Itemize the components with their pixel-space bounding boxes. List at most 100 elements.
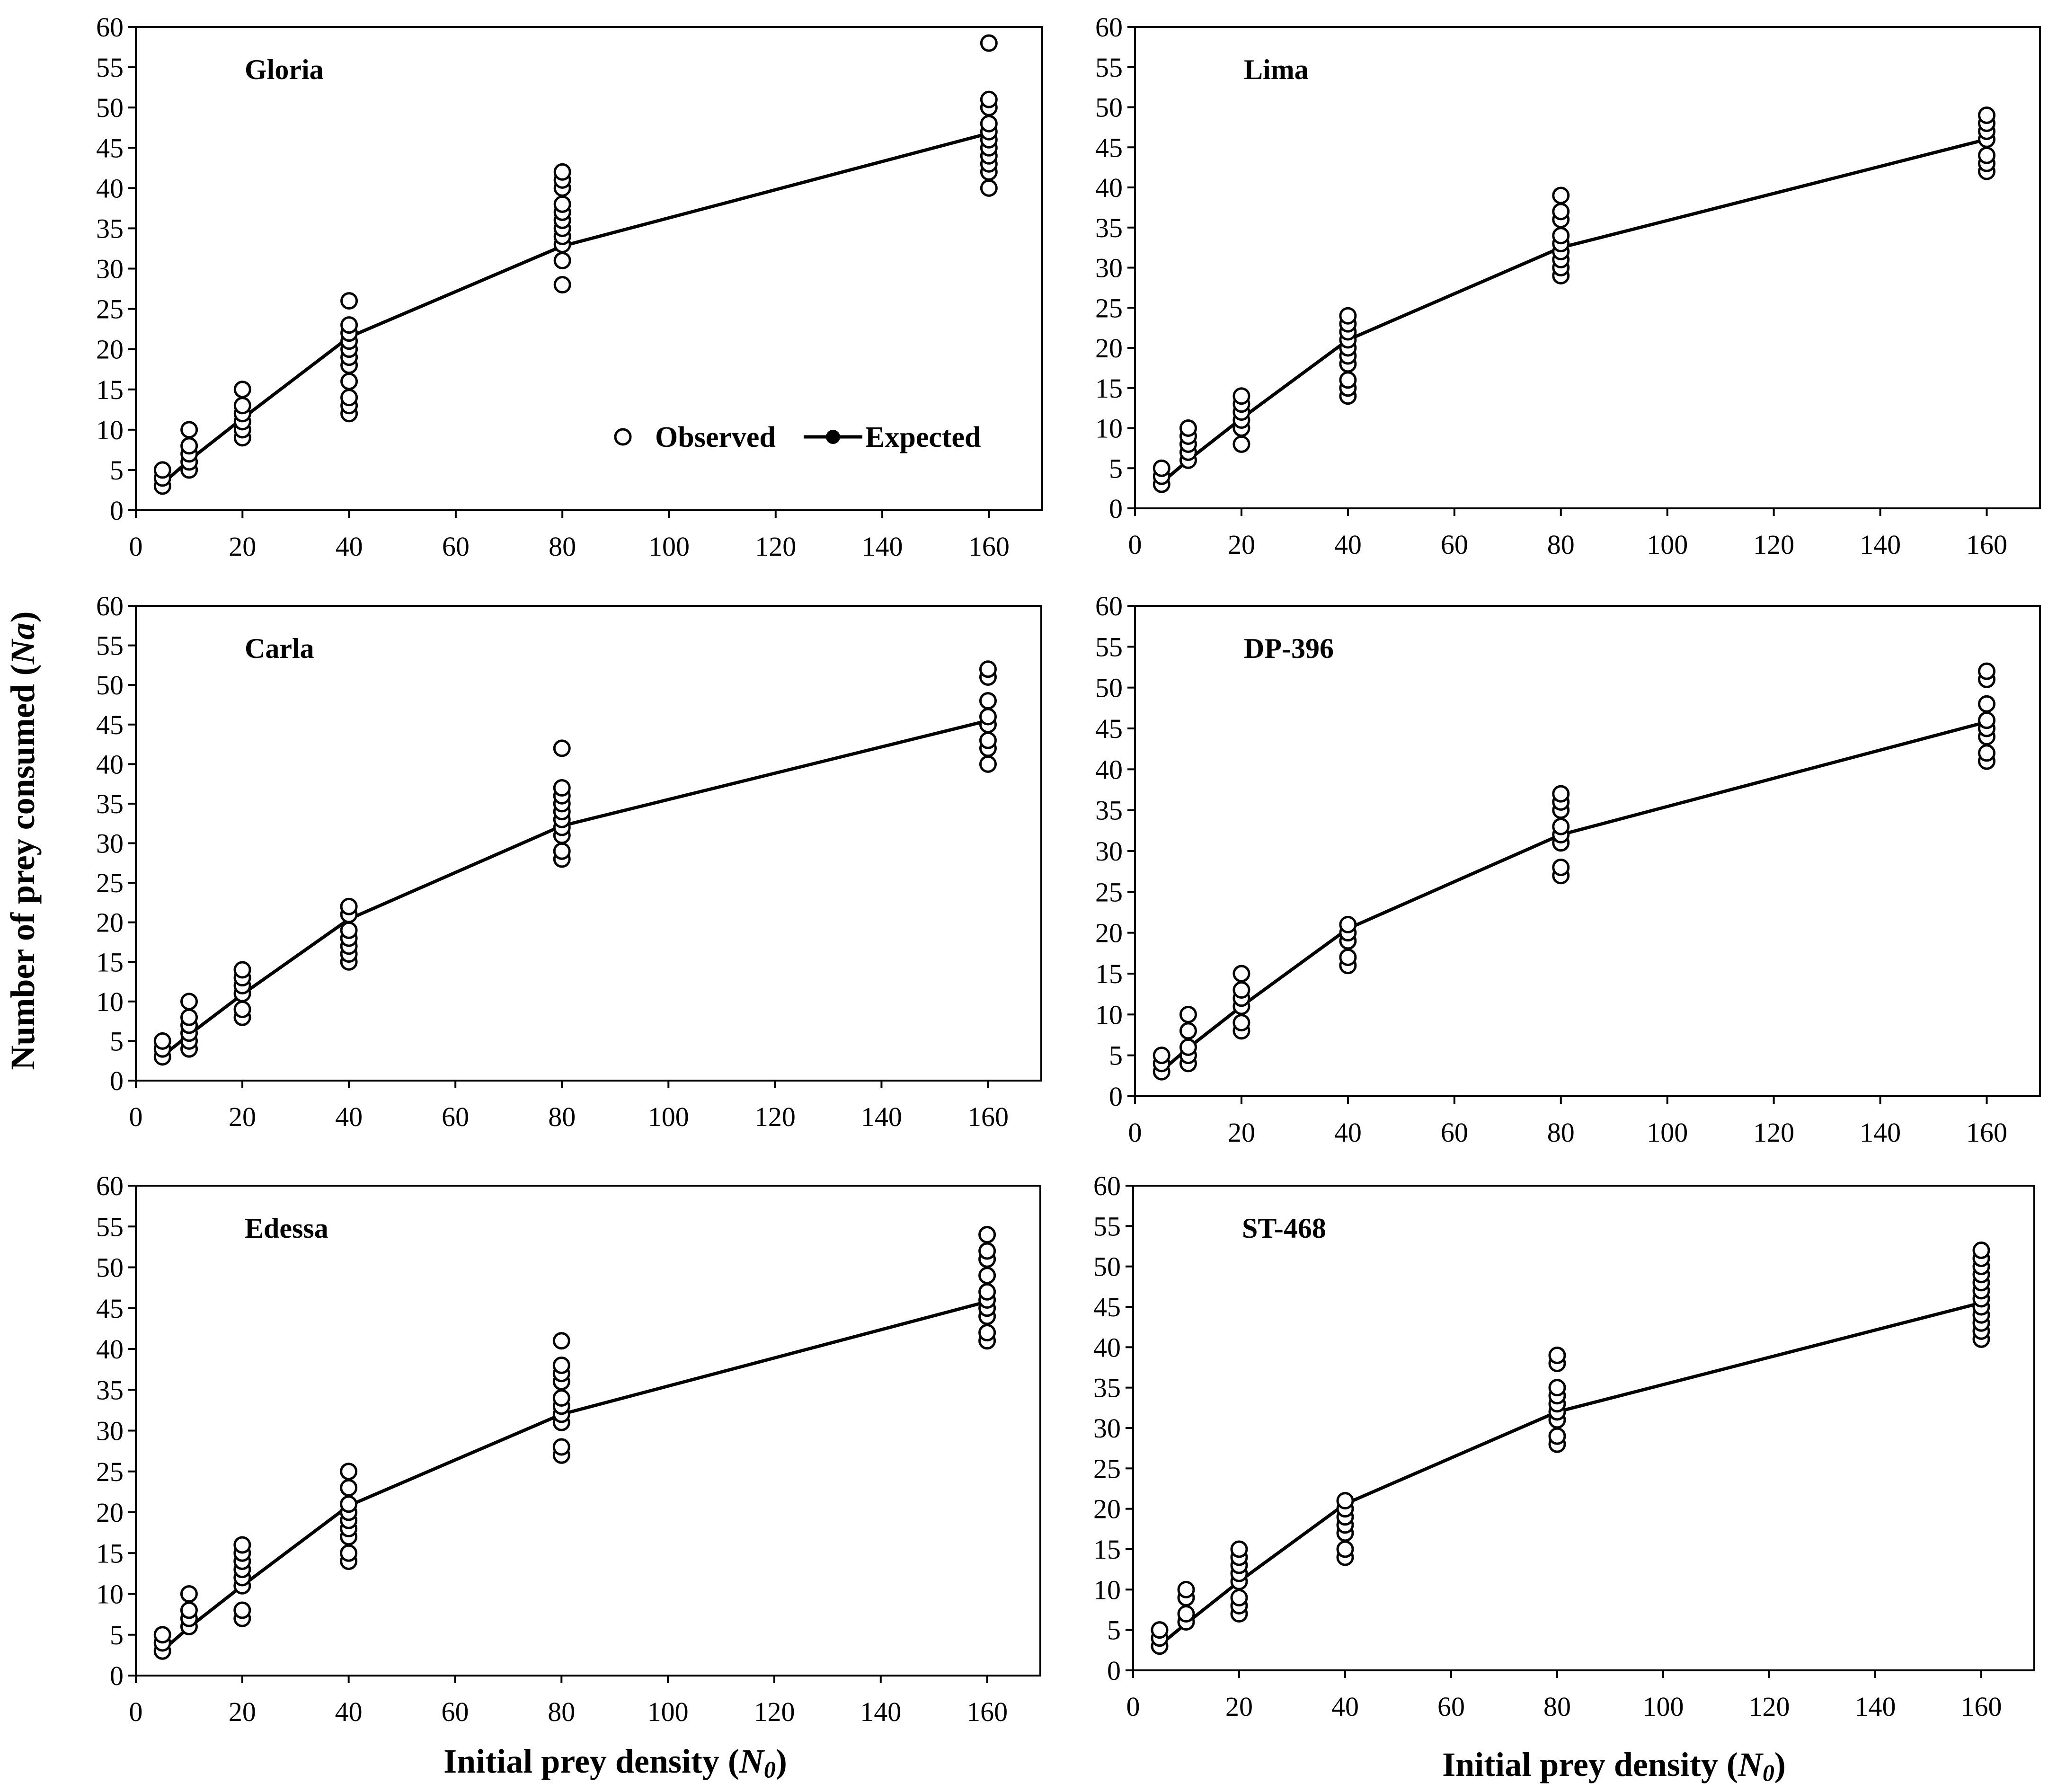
panel-dp-396: 0 5 10 15 20 25 30 35 40 45 50 55 60 0 20 40 60 80 100 120 1…: [1095, 591, 2041, 1148]
observed-point: [978, 1283, 996, 1301]
y-tick-label: 15: [1095, 373, 1123, 404]
observed-point: [553, 276, 571, 294]
observed-point: [340, 292, 358, 310]
x-tick-label: 160: [968, 531, 1010, 562]
x-tick-label: 20: [229, 1696, 256, 1727]
observed-point: [1153, 459, 1170, 477]
y-tick-label: 45: [96, 710, 124, 740]
observed-point: [1552, 785, 1570, 803]
observed-point: [180, 437, 198, 455]
x-tick-label: 80: [1543, 1691, 1571, 1722]
observed-point: [1179, 1038, 1197, 1056]
observed-point: [552, 1389, 570, 1407]
x-axis-title-right: Initial prey density (N0): [1442, 1746, 1786, 1786]
x-tick-label: 120: [754, 1696, 795, 1727]
y-tick-label: 55: [1095, 52, 1123, 83]
observed-point: [180, 1585, 198, 1603]
x-tick-label: 120: [755, 531, 796, 562]
y-tick-label: 0: [110, 1065, 124, 1096]
observed-point: [1179, 1005, 1197, 1023]
x-axis-title-left-main: Initial prey density (: [443, 1742, 739, 1780]
x-tick-label: 140: [862, 531, 903, 562]
plot-frame: [1134, 26, 2041, 509]
y-tick-label: 60: [96, 591, 124, 621]
x-tick-label: 40: [335, 1696, 363, 1727]
y-tick-label: 40: [96, 1334, 124, 1365]
y-tick-label: 45: [96, 133, 124, 163]
observed-point: [1552, 186, 1570, 204]
observed-point: [1548, 1427, 1566, 1445]
observed-point: [553, 739, 571, 757]
observed-point: [980, 179, 998, 197]
x-tick-label: 100: [647, 1696, 689, 1727]
observed-point: [233, 1601, 251, 1619]
x-tick-label: 20: [1228, 1117, 1255, 1148]
observed-point: [340, 373, 358, 390]
y-tick-label: 0: [110, 495, 124, 526]
y-tick-label: 5: [1109, 1040, 1123, 1071]
legend-observed-label: Observed: [655, 421, 776, 453]
y-tick-label: 60: [1095, 591, 1123, 621]
x-tick-label: 140: [1860, 529, 1901, 560]
y-tick-label: 50: [96, 1252, 124, 1283]
y-tick-label: 40: [96, 173, 124, 204]
y-tick-label: 10: [96, 1579, 124, 1610]
y-tick-label: 20: [1095, 918, 1123, 949]
observed-point: [1552, 227, 1570, 245]
x-tick-label: 0: [129, 531, 143, 562]
x-tick-label: 60: [442, 1101, 469, 1132]
x-tick-label: 40: [336, 531, 363, 562]
y-tick-label: 35: [1095, 795, 1123, 826]
observed-point: [1339, 371, 1357, 389]
x-axis-title-right-symbol: N: [1738, 1746, 1764, 1783]
plot-frame: [1132, 1185, 2035, 1671]
y-tick-label: 30: [96, 828, 124, 859]
y-tick-label: 30: [96, 254, 124, 284]
observed-point: [978, 1267, 996, 1285]
expected-line: [161, 1300, 988, 1652]
y-tick-label: 5: [110, 1620, 124, 1650]
y-tick-label: 25: [1093, 1453, 1121, 1484]
observed-point: [979, 731, 997, 749]
observed-point: [1978, 106, 1996, 124]
x-tick-label: 20: [1225, 1691, 1253, 1722]
observed-point: [153, 461, 171, 479]
observed-point: [340, 389, 358, 407]
y-tick-label: 25: [1095, 877, 1123, 907]
y-tick-label: 40: [1095, 172, 1123, 203]
y-tick-label: 55: [96, 630, 124, 661]
observed-point: [980, 90, 998, 108]
observed-point: [1177, 1580, 1195, 1598]
y-tick-label: 15: [96, 1538, 124, 1569]
y-tick-label: 20: [96, 907, 124, 938]
observed-point: [553, 163, 571, 181]
x-tick-label: 100: [1647, 1117, 1688, 1148]
panel-title: Lima: [1244, 54, 1309, 85]
panel-title: ST-468: [1242, 1213, 1326, 1244]
x-tick-label: 0: [1128, 1117, 1142, 1148]
y-tick-label: 0: [1107, 1655, 1121, 1686]
legend: Observed Expected: [614, 421, 981, 453]
observed-point: [552, 1357, 570, 1374]
observed-point: [1339, 307, 1357, 325]
y-tick-label: 0: [1109, 1081, 1123, 1112]
observed-point: [340, 1495, 358, 1513]
x-tick-label: 80: [1547, 529, 1575, 560]
x-tick-label: 140: [1860, 1117, 1901, 1148]
x-axis-title-left-close: ): [776, 1742, 787, 1780]
y-tick-label: 25: [96, 868, 124, 898]
observed-point: [552, 1438, 570, 1456]
observed-point: [1978, 711, 1996, 729]
y-tick-label: 25: [1095, 293, 1123, 323]
observed-point: [979, 755, 997, 773]
observed-point: [1336, 1492, 1354, 1510]
expected-line: [1160, 137, 1987, 484]
observed-point: [233, 397, 251, 415]
panel-gloria: 0 5 10 15 20 25 30 35 40 45 50 55 60 0 20 40 60 80 100 120 1…: [96, 12, 1043, 562]
observed-point: [1153, 1047, 1170, 1065]
observed-point: [553, 779, 571, 797]
x-axis-title-right-sub: 0: [1763, 1759, 1774, 1786]
y-tick-label: 35: [96, 789, 124, 819]
observed-point: [553, 842, 571, 860]
